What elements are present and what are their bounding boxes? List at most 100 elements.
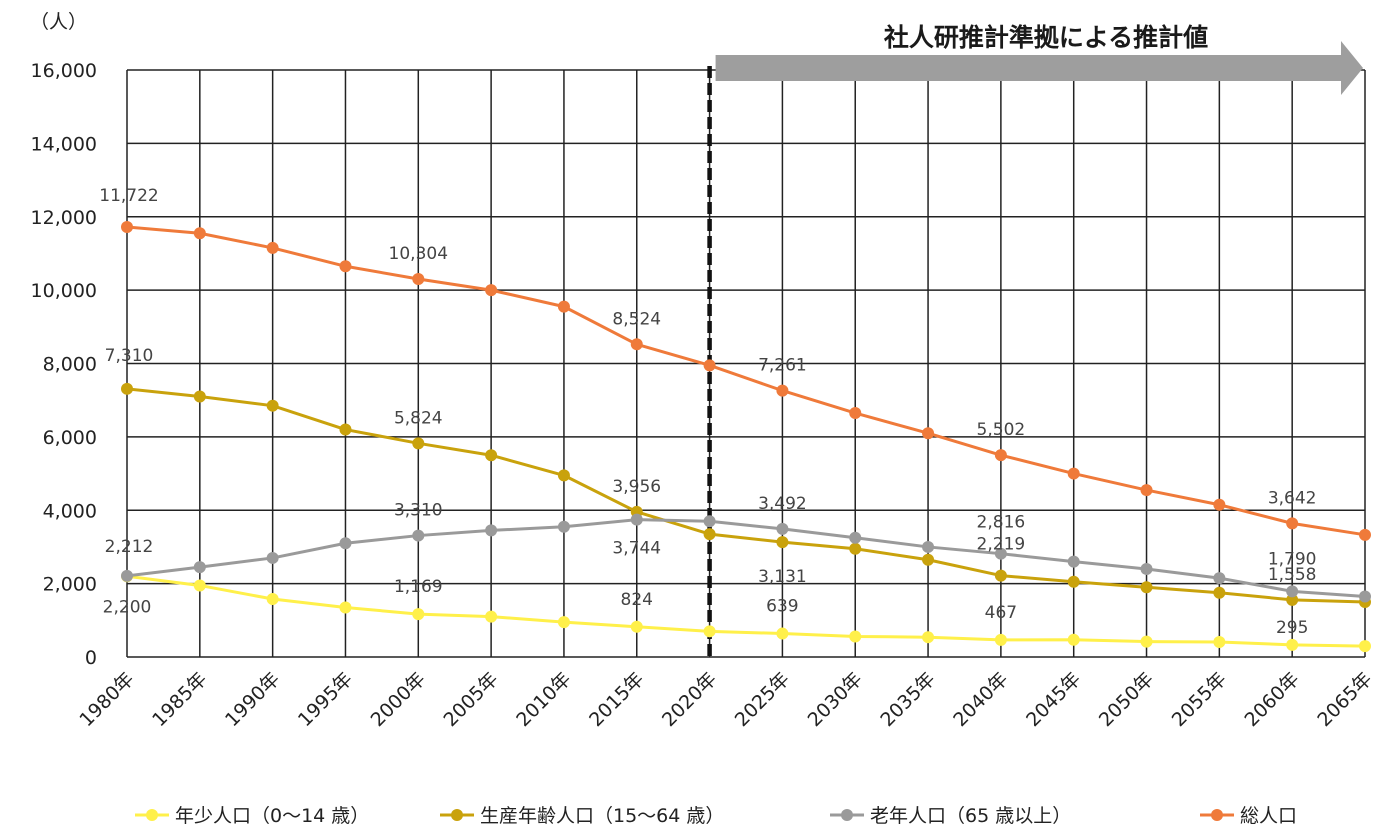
x-tick-label: 2055年 [1168,668,1231,731]
data-label: 10,304 [389,244,448,264]
data-label: 1,558 [1268,565,1317,585]
data-label: 2,219 [977,535,1026,555]
series-point [557,300,570,313]
legend-swatch-marker [841,809,853,821]
series-point [339,260,352,273]
series-point [703,625,716,638]
series-line [126,574,1366,648]
series-point [1140,635,1153,648]
legend: 年少人口（0～14 歳） 生産年齢人口（15～64 歳） 老年人口（65 歳以上） 総… [135,805,1297,827]
series-point [557,616,570,629]
projection-marker: 社人研推計準拠による推計値 [707,23,1363,661]
data-label: 2,212 [105,537,154,557]
x-tick-label: 2010年 [512,668,575,731]
series-point [1213,586,1226,599]
data-label: 5,824 [394,408,443,428]
x-axis: 1980年 1985年 1990年 1995年 2000年 2005年 2010年 2015年… [75,668,1376,731]
series-point [776,384,789,397]
series-point [849,630,862,643]
series-point [193,390,206,403]
series-line [126,387,1366,604]
series-point [1286,638,1299,651]
series-point [1213,572,1226,585]
series-point [339,423,352,436]
series-point [994,449,1007,462]
series-point [266,399,279,412]
series-point [266,241,279,254]
data-label: 8,524 [612,309,661,329]
y-tick-label: 4,000 [43,500,97,522]
y-tick-label: 0 [85,647,97,669]
series-point [1359,590,1371,603]
series-point [1286,585,1299,598]
data-label: 295 [1276,618,1308,638]
series-point [557,520,570,533]
series-point [193,579,206,592]
series-point [1067,467,1080,480]
series-point [994,633,1007,646]
x-tick-label: 2065年 [1313,668,1376,731]
series-point [485,284,498,297]
x-tick-label: 2060年 [1241,668,1304,731]
series-point [193,227,206,240]
series-point [630,513,643,526]
data-label: 11,722 [99,186,158,206]
series-point [1140,562,1153,575]
y-tick-label: 12,000 [31,207,97,229]
series-point [994,547,1007,560]
x-tick-label: 2040年 [949,668,1012,731]
series-point [994,569,1007,582]
data-label: 3,642 [1268,488,1317,508]
series-point [412,608,425,621]
series-line [126,225,1366,537]
legend-swatch-marker [1211,809,1223,821]
series-point [412,437,425,450]
series-point [266,551,279,564]
series-point [485,610,498,623]
series-point [1213,635,1226,648]
legend-label: 老年人口（65 歳以上） [870,805,1071,827]
y-tick-label: 16,000 [31,60,97,82]
series-point [630,338,643,351]
series-point [776,536,789,549]
series-point [703,515,716,528]
series-group [121,220,1371,653]
legend-label: 生産年齢人口（15～64 歳） [480,805,724,827]
data-label: 3,492 [758,494,807,514]
series-point [849,407,862,420]
data-label: 824 [621,590,653,610]
series-point [557,469,570,482]
projection-arrow [715,41,1363,95]
y-tick-label: 2,000 [43,574,97,596]
series-point [922,553,935,566]
series-point [630,620,643,633]
data-label: 3,744 [612,539,661,559]
y-tick-label: 8,000 [43,354,97,376]
legend-swatch-marker [146,809,158,821]
series-point [922,540,935,553]
x-tick-label: 2045年 [1022,668,1085,731]
series-point [703,359,716,372]
data-labels: 11,722 10,304 8,524 7,261 5,502 3,642 7,310 5,8… [99,186,1316,638]
y-axis: （人） 0 2,000 4,000 6,000 8,000 10,000 12,000 14,… [30,11,97,669]
series-point [776,522,789,535]
series-point [412,272,425,285]
series-point [339,537,352,550]
series-line [126,518,1366,598]
data-label: 1,790 [1268,549,1317,569]
series-point [1140,484,1153,497]
series-point [1067,633,1080,646]
data-label: 5,502 [977,420,1026,440]
x-tick-label: 1995年 [294,668,357,731]
series-point [1213,498,1226,511]
projection-label: 社人研推計準拠による推計値 [884,23,1208,52]
series-point [339,601,352,614]
data-label: 2,200 [103,597,152,617]
data-label: 3,310 [394,501,443,521]
series-point [1067,555,1080,568]
x-tick-label: 1985年 [148,668,211,731]
x-tick-label: 2030年 [804,668,867,731]
y-tick-label: 14,000 [31,133,97,155]
series-point [485,524,498,537]
